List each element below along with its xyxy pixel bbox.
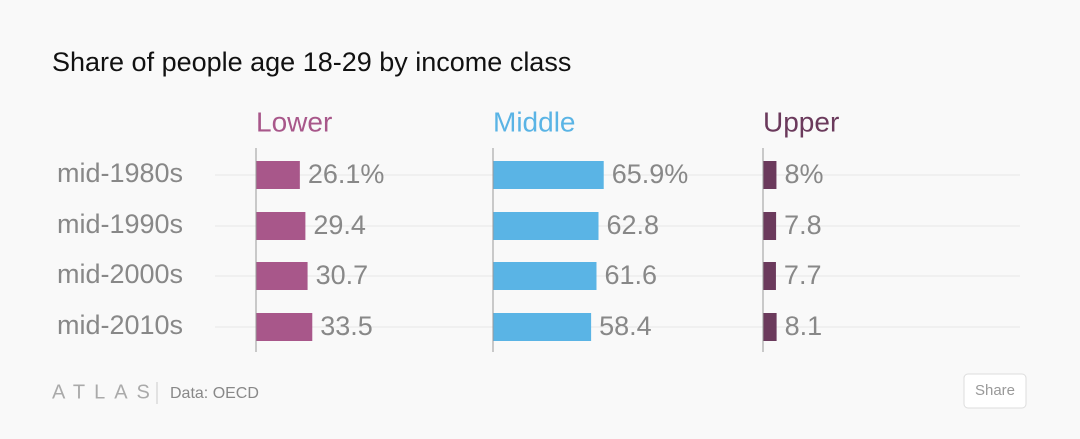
category-label: mid-2010s — [57, 310, 183, 340]
bar — [763, 161, 777, 189]
legend-label: Lower — [256, 106, 332, 137]
bar — [256, 313, 313, 341]
bar — [763, 262, 776, 290]
value-label: 30.7 — [316, 260, 369, 290]
legend-label: Middle — [493, 106, 575, 137]
bar — [493, 212, 599, 240]
category-label: mid-1980s — [57, 158, 183, 188]
legend-label: Upper — [763, 106, 839, 137]
bar — [493, 161, 604, 189]
bar — [256, 212, 306, 240]
bar — [763, 212, 777, 240]
value-label: 33.5 — [320, 311, 373, 341]
category-label: mid-2000s — [57, 259, 183, 289]
bar — [256, 262, 308, 290]
value-label: 8.1 — [785, 311, 823, 341]
value-label: 62.8 — [607, 210, 660, 240]
share-button[interactable] — [963, 373, 1027, 409]
value-label: 61.6 — [604, 260, 657, 290]
value-label: 7.7 — [784, 260, 822, 290]
value-label: 7.8 — [784, 210, 822, 240]
source: Data: OECD — [170, 385, 259, 402]
chart-title: Share of people age 18-29 by income clas… — [52, 47, 571, 77]
value-label: 65.9% — [612, 159, 689, 189]
bar — [256, 161, 300, 189]
bar — [493, 313, 592, 341]
value-label: 58.4 — [599, 311, 652, 341]
bar — [493, 262, 597, 290]
share-button-label[interactable]: Share — [975, 382, 1015, 399]
logo: ATLAS — [52, 381, 159, 403]
value-label: 8% — [784, 159, 823, 189]
value-label: 26.1% — [308, 159, 385, 189]
category-label: mid-1990s — [57, 209, 183, 239]
bar — [763, 313, 777, 341]
value-label: 29.4 — [313, 210, 366, 240]
